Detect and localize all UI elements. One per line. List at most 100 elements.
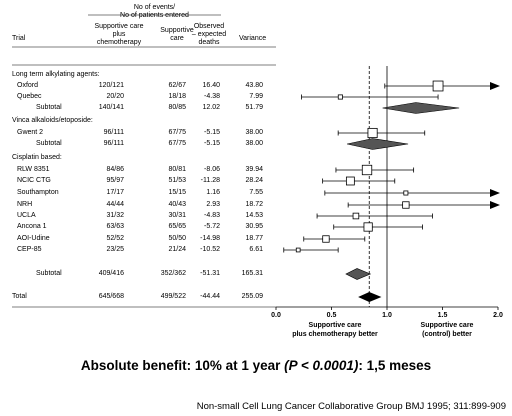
trial-sc: 67/75 — [168, 129, 186, 136]
subtotal-oe: 12.02 — [202, 104, 220, 111]
trial-var: 38.00 — [245, 129, 263, 136]
events-header-2: No of patients entered — [120, 12, 189, 19]
total-sc: 499/522 — [160, 293, 186, 300]
subtotal-sc: 80/85 — [168, 104, 186, 111]
total-diamond — [358, 292, 382, 302]
col-trial-header: Trial — [12, 35, 26, 42]
total-label: Total — [12, 293, 27, 300]
trial-var: 43.80 — [245, 82, 263, 89]
point-estimate-square — [337, 94, 343, 100]
col-chemo-header: Supportive care plus chemotherapy — [94, 23, 144, 46]
col-var-header: Variance — [239, 35, 267, 42]
trial-sc: 15/15 — [168, 189, 186, 196]
trial-name: Oxford — [17, 82, 39, 89]
trial-name: Gwent 2 — [17, 129, 44, 136]
x-tick-label: 1.5 — [437, 312, 448, 319]
subtotal-diamond — [345, 268, 372, 280]
point-estimate-square — [432, 80, 444, 92]
trial-sc: 18/18 — [168, 93, 186, 100]
events-header: No of events/ — [133, 4, 176, 11]
trial-sc: 30/31 — [168, 212, 186, 219]
subtotal-oe: -5.15 — [204, 140, 220, 147]
group-heading: Vinca alkaloids/etoposide: — [12, 117, 93, 124]
trial-var: 39.94 — [245, 166, 263, 173]
trial-chemo: 84/86 — [106, 166, 124, 173]
trial-chemo: 120/121 — [98, 82, 124, 89]
point-estimate-square — [402, 201, 410, 209]
trial-oe: -14.98 — [200, 235, 220, 242]
trial-var: 28.24 — [245, 177, 263, 184]
total-oe: -44.44 — [200, 293, 220, 300]
trial-chemo: 31/32 — [106, 212, 124, 219]
citation: Non-small Cell Lung Cancer Collaborative… — [196, 401, 506, 412]
ci-arrow — [490, 189, 500, 197]
trial-name: AOI-Udine — [17, 235, 50, 242]
trial-var: 18.72 — [245, 201, 263, 208]
trial-name: Southampton — [17, 189, 59, 196]
x-tick-label: 0.0 — [271, 312, 281, 319]
trial-chemo: 52/52 — [106, 235, 124, 242]
trial-oe: -4.83 — [204, 212, 220, 219]
trial-oe: 16.40 — [202, 82, 220, 89]
trial-sc: 50/50 — [168, 235, 186, 242]
x-tick-label: 2.0 — [493, 312, 503, 319]
trial-name: UCLA — [17, 212, 36, 219]
point-estimate-square — [361, 164, 373, 176]
trial-sc: 21/24 — [168, 246, 186, 253]
point-estimate-square — [403, 190, 409, 196]
trial-oe: 1.16 — [206, 189, 220, 196]
subtotal-diamond — [346, 138, 409, 150]
trial-chemo: 96/111 — [103, 129, 124, 136]
trial-name: NCIC CTG — [17, 177, 51, 184]
trial-oe: -10.52 — [200, 246, 220, 253]
x-tick-label: 0.5 — [326, 312, 337, 319]
trial-var: 30.95 — [245, 223, 263, 230]
subtotal-oe: -51.31 — [200, 270, 220, 277]
point-estimate-square — [322, 235, 330, 243]
total-chemo: 645/668 — [98, 293, 124, 300]
trial-name: NRH — [17, 201, 33, 208]
trial-name: CEP-85 — [17, 246, 42, 253]
subtotal-label: Subtotal — [36, 140, 62, 147]
point-estimate-square — [345, 176, 355, 186]
trial-chemo: 20/20 — [106, 93, 124, 100]
subtotal-var: 38.00 — [245, 140, 263, 147]
group-heading: Cisplatin based: — [12, 154, 62, 161]
subtotal-label: Subtotal — [36, 270, 62, 277]
right-benefit-label-2: (control) better — [422, 331, 472, 338]
subtotal-sc: 67/75 — [168, 140, 186, 147]
trial-chemo: 23/25 — [106, 246, 124, 253]
trial-name: Quebec — [17, 93, 42, 100]
trial-sc: 62/67 — [168, 82, 186, 89]
right-benefit-label: Supportive care — [420, 322, 474, 329]
subtotal-chemo: 140/141 — [98, 104, 124, 111]
subtotal-diamond — [382, 102, 460, 114]
left-benefit-label: Supportive care — [308, 322, 362, 329]
col-sc-header: Supportive care — [160, 27, 194, 42]
total-var: 255.09 — [241, 293, 263, 300]
trial-sc: 40/43 — [168, 201, 186, 208]
left-benefit-label-2: plus chemotherapy better — [292, 331, 378, 338]
trial-var: 14.53 — [245, 212, 263, 219]
col-oe-header: Observed – expected deaths — [191, 23, 227, 46]
point-estimate-square — [363, 222, 373, 232]
trial-var: 7.99 — [249, 93, 263, 100]
trial-var: 6.61 — [249, 246, 263, 253]
trial-chemo: 17/17 — [106, 189, 124, 196]
trial-oe: -8.06 — [204, 166, 220, 173]
trial-sc: 65/65 — [168, 223, 186, 230]
trial-oe: -5.15 — [204, 129, 220, 136]
subtotal-label: Subtotal — [36, 104, 62, 111]
trial-oe: -4.38 — [204, 93, 220, 100]
subtotal-var: 51.79 — [245, 104, 263, 111]
trial-oe: -11.28 — [200, 177, 220, 184]
absolute-benefit-text: Absolute benefit: 10% at 1 year (P < 0.0… — [80, 358, 432, 373]
trial-var: 18.77 — [245, 235, 263, 242]
group-heading: Long term alkylating agents: — [12, 71, 100, 78]
subtotal-chemo: 409/416 — [98, 270, 124, 277]
trial-sc: 51/53 — [168, 177, 186, 184]
x-tick-label: 1.0 — [382, 312, 392, 319]
trial-sc: 80/81 — [168, 166, 186, 173]
point-estimate-square — [367, 127, 378, 139]
